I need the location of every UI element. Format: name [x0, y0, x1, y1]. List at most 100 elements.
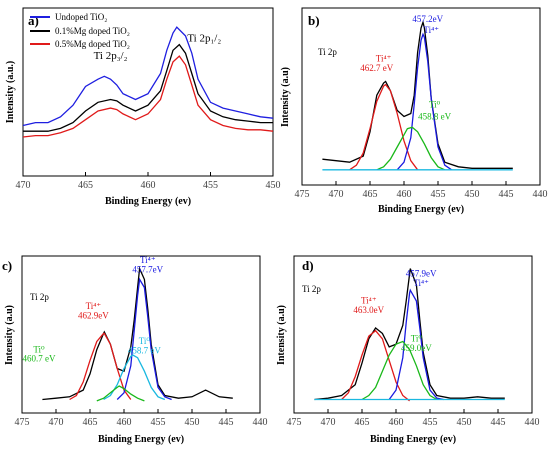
series-line-1 — [23, 43, 273, 132]
legend-label-undoped: Undoped TiO₂ — [55, 12, 107, 22]
panel-a-legend: Undoped TiO₂ 0.1%Mg doped TiO₂ 0.5%Mg do… — [30, 12, 130, 49]
peak-annotation-0: Ti⁴⁺ — [140, 255, 156, 265]
peak-annotation-0: Ti 2p₃/₂ — [94, 50, 128, 62]
x-tick-label-5: 450 — [457, 417, 472, 428]
legend-label-0-5mg: 0.5%Mg doped TiO₂ — [55, 39, 130, 49]
panel-a-xlabel: Binding Energy (ev) — [105, 196, 191, 207]
panel-d: d) Ti 2p Binding Energy (ev) Intensity (… — [276, 255, 540, 445]
panel-d-ticks: 475 470 465 460 455 450 445 440 — [287, 409, 540, 428]
panel-d-xlabel: Binding Energy (ev) — [370, 434, 456, 445]
series-line-0 — [314, 268, 505, 401]
peak-annotation-1: Ti 2p₁/₂ — [187, 33, 221, 45]
peak-annotation-2: Ti⁴⁺ — [361, 296, 377, 306]
x-tick-label-4: 455 — [151, 417, 166, 428]
panel-c-ylabel: Intensity (a.u) — [4, 305, 15, 365]
peak-annotation-3: 462.7 eV — [360, 63, 393, 73]
x-tick-label-1: 465 — [78, 180, 93, 191]
x-tick-label-6: 445 — [219, 417, 234, 428]
x-tick-label-0: 470 — [16, 180, 31, 191]
x-tick-label-3: 455 — [203, 180, 218, 191]
x-tick-label-2: 465 — [83, 417, 98, 428]
series-line-1 — [69, 332, 132, 401]
peak-annotation-7: 460.7 eV — [23, 354, 56, 364]
series-line-3 — [103, 354, 166, 401]
x-tick-label-6: 445 — [491, 417, 506, 428]
panel-a-series — [22, 26, 274, 138]
x-tick-label-7: 440 — [253, 417, 268, 428]
panel-a-ylabel: Intensity (a.u.) — [5, 61, 16, 124]
panel-b-label: b) — [308, 13, 320, 28]
peak-annotation-3: 463.0eV — [353, 305, 384, 315]
x-tick-label-1: 470 — [321, 417, 336, 428]
panel-c-ticks: 475 470 465 460 455 450 445 440 — [15, 409, 268, 428]
peak-annotation-4: Ti⁰ — [429, 99, 441, 109]
x-tick-label-3: 460 — [397, 189, 412, 200]
legend-label-0-1mg: 0.1%Mg doped TiO₂ — [55, 26, 130, 36]
x-tick-label-4: 455 — [423, 417, 438, 428]
x-tick-label-2: 460 — [141, 180, 156, 191]
panel-c: c) Ti 2p Binding Energy (ev) Intensity (… — [2, 255, 268, 445]
x-tick-label-2: 465 — [355, 417, 370, 428]
panel-c-tag: Ti 2p — [30, 292, 49, 302]
panel-a-label: a) — [28, 13, 39, 28]
peak-annotation-2: Ti⁴⁺ — [86, 301, 102, 311]
x-tick-label-0: 475 — [287, 417, 302, 428]
x-tick-label-7: 440 — [525, 417, 540, 428]
panel-a-annotations: Ti 2p₃/₂ Ti 2p₁/₂ — [94, 33, 222, 62]
panel-d-label: d) — [302, 258, 314, 273]
peak-annotation-1: Ti⁴⁺ — [423, 25, 439, 35]
peak-annotation-5: 459.0eV — [401, 343, 432, 353]
panel-a: a) Binding Energy (ev) Intensity (a.u.) … — [5, 7, 281, 207]
x-tick-label-5: 450 — [465, 189, 480, 200]
panel-d-series — [314, 268, 505, 402]
x-tick-label-3: 460 — [389, 417, 404, 428]
panel-b-ticks: 475 470 465 460 455 450 445 440 — [295, 181, 548, 200]
panel-c-label: c) — [2, 258, 12, 273]
x-tick-label-7: 440 — [533, 189, 548, 200]
peak-annotation-1: 457.7eV — [132, 265, 163, 275]
series-line-0 — [22, 26, 274, 127]
series-line-2 — [388, 288, 444, 401]
peak-annotation-4: Ti⁰ — [411, 333, 423, 343]
peak-annotation-6: Ti⁰ — [33, 344, 45, 354]
series-line-2 — [116, 277, 172, 401]
series-line-1 — [341, 329, 411, 402]
peak-annotation-4: Ti⁰ — [139, 336, 151, 346]
panel-d-tag: Ti 2p — [302, 284, 321, 294]
series-line-0 — [322, 19, 513, 169]
x-tick-label-0: 475 — [295, 189, 310, 200]
peak-annotation-5: 458.7 eV — [128, 346, 161, 356]
panel-b-ylabel: Intensity (a.u) — [280, 67, 291, 127]
series-line-4 — [96, 385, 145, 402]
peak-annotation-2: Ti⁴⁺ — [376, 54, 392, 64]
x-tick-label-2: 465 — [363, 189, 378, 200]
panel-b-series — [322, 19, 513, 171]
panel-c-series — [42, 266, 233, 402]
x-tick-label-6: 445 — [499, 189, 514, 200]
panel-b-tag: Ti 2p — [318, 47, 337, 57]
series-line-2 — [396, 32, 452, 171]
peak-annotation-5: 458.8 eV — [418, 112, 451, 122]
series-line-2 — [22, 55, 274, 138]
x-tick-label-3: 460 — [117, 417, 132, 428]
panel-c-frame — [21, 255, 261, 414]
peak-annotation-3: 462.9eV — [78, 311, 109, 321]
peak-annotation-0: 457.2eV — [412, 14, 443, 24]
series-line-3 — [376, 126, 446, 171]
panel-a-ticks: 470 465 460 455 450 — [16, 172, 281, 191]
panel-d-ylabel: Intensity (a.u) — [276, 305, 287, 365]
panel-b: b) Ti 2p Binding Energy (ev) Intensity (… — [280, 7, 548, 215]
x-tick-label-4: 450 — [266, 180, 281, 191]
peak-annotation-1: Ti⁴⁺ — [413, 278, 429, 288]
series-line-3 — [361, 340, 438, 401]
x-tick-label-5: 450 — [185, 417, 200, 428]
peak-annotation-0: 457.9eV — [406, 269, 437, 279]
x-tick-label-4: 455 — [431, 189, 446, 200]
panel-d-frame — [293, 255, 533, 414]
panel-b-frame — [301, 7, 541, 186]
x-tick-label-0: 475 — [15, 417, 30, 428]
